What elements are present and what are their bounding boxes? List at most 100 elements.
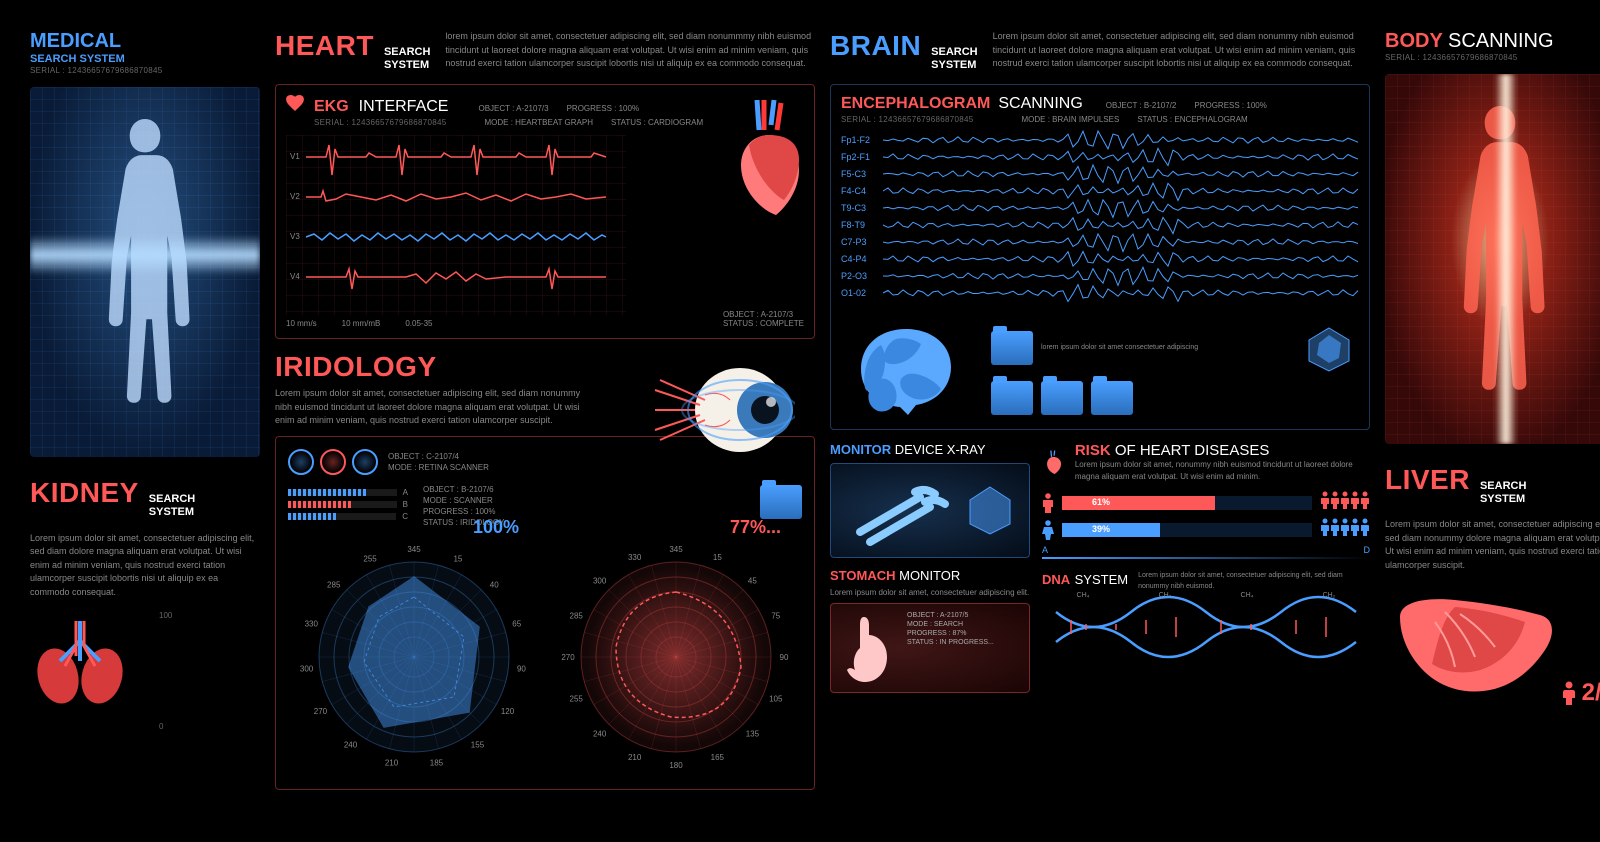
kidney-visuals: 100 0 <box>30 611 260 731</box>
svg-text:300: 300 <box>593 577 607 586</box>
dna-title-a: DNA <box>1042 572 1070 587</box>
eeg-trace <box>883 251 1353 267</box>
heart-meta-object: OBJECT : A-2107/3 <box>723 310 804 319</box>
column-2: HEART SEARCH SYSTEM lorem ipsum dolor si… <box>275 30 815 812</box>
svg-text:210: 210 <box>628 753 642 762</box>
ekg-serial: SERIAL : 12436657679686870845 <box>314 118 447 127</box>
kidney-sub-b: SYSTEM <box>149 506 195 519</box>
iridology-bar-row: B <box>288 500 408 509</box>
risk-label-a: A <box>1042 545 1048 555</box>
kidney-icon <box>30 611 130 731</box>
kidney-scale-top: 100 <box>159 611 172 620</box>
radar-svg: 3451545759010513516518021024025527028530… <box>556 537 796 777</box>
risk-title-b: OF HEART DISEASES <box>1115 442 1270 459</box>
heart-meta-status: STATUS : COMPLETE <box>723 319 804 328</box>
dna-strand: CH₄CH₂CH₄CH₂ <box>1042 592 1370 662</box>
irid-bar-progress: PROGRESS : 100% <box>423 507 745 516</box>
ekg-track-label: V4 <box>290 272 300 281</box>
eeg-trace <box>883 149 1353 165</box>
xray-panel <box>830 463 1030 558</box>
ekg-meta-mode: MODE : HEARTBEAT GRAPH <box>485 118 593 127</box>
eeg-channel-label: Fp1-F2 <box>841 135 870 145</box>
stomach-title-a: STOMACH <box>830 568 895 583</box>
risk-label-d: D <box>1364 545 1371 555</box>
gender-icon <box>1042 520 1054 540</box>
bone-xray-icon <box>839 472 1021 552</box>
radar-pct: 77%... <box>730 517 781 538</box>
eeg-trace <box>883 268 1353 284</box>
ekg-trace <box>306 217 616 257</box>
iridology-bar-row: C <box>288 512 408 521</box>
eeg-serial: SERIAL : 12436657679686870845 <box>841 115 974 124</box>
eeg-channel-label: F8-T9 <box>841 220 865 230</box>
liver-lorem: Lorem ipsum dolor sit amet, consectetuer… <box>1385 518 1600 572</box>
brain-title: BRAIN <box>830 30 921 62</box>
eeg-channel-label: C4-P4 <box>841 254 867 264</box>
kidney-lorem: Lorem ipsum dolor sit amet, consectetuer… <box>30 532 260 600</box>
eye-icon <box>645 350 795 470</box>
eeg-channel-label: T9-C3 <box>841 203 866 213</box>
eeg-channel-label: F4-C4 <box>841 186 866 196</box>
eeg-chart: Fp1-F2Fp2-F1F5-C3F4-C4T9-C3F8-T9C7-P3C4-… <box>841 132 1359 307</box>
svg-text:165: 165 <box>711 753 725 762</box>
heart-lorem: lorem ipsum dolor sit amet, consectetuer… <box>445 30 815 71</box>
eeg-trace <box>883 183 1353 199</box>
eeg-trace <box>883 166 1353 182</box>
gender-icon <box>1042 493 1054 513</box>
irid-bar-status: STATUS : IRIDOLOGY <box>423 518 745 527</box>
heart-title: HEART <box>275 30 374 62</box>
svg-text:135: 135 <box>746 729 760 738</box>
svg-text:185: 185 <box>430 759 444 768</box>
dna-lorem: Lorem ipsum dolor sit amet, consectetuer… <box>1138 571 1370 592</box>
folder-icon <box>760 485 802 519</box>
folder-icon <box>991 331 1033 365</box>
liver-sub-a: SEARCH <box>1480 480 1526 493</box>
column-3: BRAIN SEARCH SYSTEM Lorem ipsum dolor si… <box>830 30 1370 812</box>
medical-title: MEDICAL <box>30 30 260 53</box>
svg-text:75: 75 <box>771 612 780 621</box>
stomach-meta-object: OBJECT : A-2107/5 <box>907 612 994 619</box>
heart-icon <box>286 95 304 111</box>
svg-text:345: 345 <box>669 545 683 554</box>
dna-title-b: SYSTEM <box>1075 572 1128 587</box>
kidney-bar-chart: 100 0 <box>140 611 172 731</box>
ekg-track-label: V2 <box>290 192 300 201</box>
brain-lorem: Lorem ipsum dolor sit amet, consectetuer… <box>993 30 1370 71</box>
ekg-footer-item: 10 mm/s <box>286 319 317 328</box>
eeg-meta-object: OBJECT : B-2107/2 <box>1106 101 1177 110</box>
liver-header: LIVER SEARCH SYSTEM <box>1385 464 1600 506</box>
iridology-dials <box>288 449 378 475</box>
eeg-panel: ENCEPHALOGRAM SCANNING OBJECT : B-2107/2… <box>830 84 1370 430</box>
svg-text:65: 65 <box>512 620 521 629</box>
svg-text:330: 330 <box>305 620 319 629</box>
people-icons <box>1320 491 1370 514</box>
iridology-section: IRIDOLOGY Lorem ipsum dolor sit amet, co… <box>275 351 815 790</box>
dial-icon <box>352 449 378 475</box>
bodyscan-title-a: BODY <box>1385 30 1442 52</box>
medical-subtitle: SEARCH SYSTEM <box>30 53 260 66</box>
radar-chart-blue: 100% 34515406590120155185210240270300330… <box>294 537 534 777</box>
eeg-channel-label: F5-C3 <box>841 169 866 179</box>
dial-icon <box>288 449 314 475</box>
eeg-channel-label: O1-02 <box>841 288 866 298</box>
stomach-title-b: MONITOR <box>899 568 960 583</box>
column-left: MEDICAL SEARCH SYSTEM SERIAL : 124366576… <box>30 30 260 812</box>
heart-organ-icon <box>719 95 819 225</box>
brain-sub-a: SEARCH <box>931 46 977 59</box>
svg-text:180: 180 <box>669 761 683 770</box>
eeg-trace <box>883 132 1353 148</box>
svg-text:240: 240 <box>344 740 358 749</box>
svg-text:255: 255 <box>363 554 377 563</box>
ekg-footer-item: 0.05-35 <box>405 319 432 328</box>
svg-text:90: 90 <box>780 653 789 662</box>
svg-text:330: 330 <box>628 553 642 562</box>
stomach-meta-progress: PROGRESS : 87% <box>907 630 994 637</box>
svg-text:120: 120 <box>501 707 515 716</box>
risk-row: 39% <box>1042 518 1370 541</box>
eeg-meta-progress: PROGRESS : 100% <box>1194 101 1266 110</box>
svg-text:270: 270 <box>561 653 575 662</box>
eeg-trace <box>883 200 1353 216</box>
iridology-bars: ABC <box>288 485 408 527</box>
svg-text:105: 105 <box>769 694 783 703</box>
risk-lorem: Lorem ipsum dolor sit amet, nonummy nibh… <box>1075 459 1370 483</box>
